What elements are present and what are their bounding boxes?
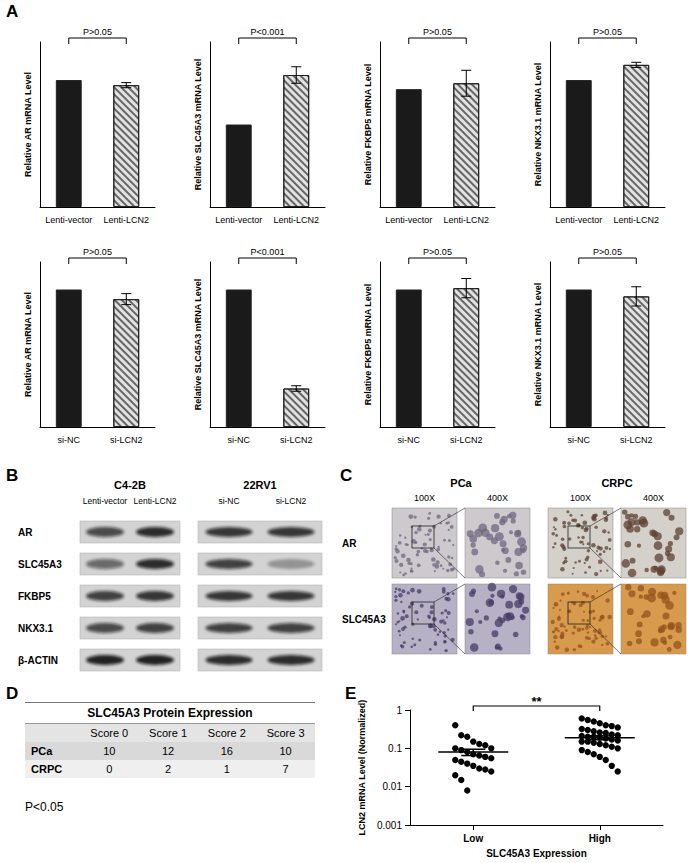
- svg-text:si-NC: si-NC: [58, 435, 81, 445]
- svg-text:PCa: PCa: [450, 477, 472, 489]
- svg-text:P>0.05: P>0.05: [593, 27, 622, 37]
- svg-text:Relative AR mRNA Level: Relative AR mRNA Level: [23, 292, 33, 397]
- svg-text:Lenti-LCN2: Lenti-LCN2: [443, 215, 489, 225]
- html-text:B: B: [6, 466, 19, 485]
- svg-text:Relative FKBP5 mRNA Level: Relative FKBP5 mRNA Level: [363, 64, 373, 186]
- html-text:16: 16: [220, 745, 233, 757]
- svg-text:si-NC: si-NC: [218, 496, 239, 506]
- svg-text:si-LCN2: si-LCN2: [450, 435, 483, 445]
- svg-text:Lenti-LCN2: Lenti-LCN2: [273, 215, 319, 225]
- svg-text:Lenti-vector: Lenti-vector: [83, 496, 128, 506]
- html-text:10: 10: [279, 745, 292, 757]
- svg-text:Relative NKX3.1 mRNA Level: Relative NKX3.1 mRNA Level: [533, 63, 543, 187]
- svg-text:si-LCN2: si-LCN2: [110, 435, 143, 445]
- html-text:10: 10: [103, 745, 116, 757]
- svg-text:**: **: [531, 694, 542, 709]
- svg-text:Lenti-LCN2: Lenti-LCN2: [134, 496, 177, 506]
- html-text:12: 12: [161, 745, 175, 757]
- svg-text:400X: 400X: [643, 493, 664, 503]
- svg-text:P>0.05: P>0.05: [593, 247, 622, 257]
- svg-text:Lenti-LCN2: Lenti-LCN2: [103, 215, 149, 225]
- svg-text:SLC45A3: SLC45A3: [18, 559, 62, 570]
- html-text:Score 0: Score 0: [90, 727, 129, 739]
- svg-text:Lenti-vector: Lenti-vector: [45, 215, 92, 225]
- svg-text:CRPC: CRPC: [601, 477, 632, 489]
- svg-text:Relative SLC45A3 mRNA Level: Relative SLC45A3 mRNA Level: [193, 279, 203, 411]
- svg-text:Lenti-vector: Lenti-vector: [385, 215, 432, 225]
- html-text:SLC45A3 Protein Expression: SLC45A3 Protein Expression: [87, 706, 253, 720]
- svg-text:P>0.05: P>0.05: [423, 247, 452, 257]
- svg-text:si-NC: si-NC: [228, 435, 251, 445]
- svg-text:Lenti-vector: Lenti-vector: [555, 215, 602, 225]
- svg-text:Low: Low: [463, 833, 483, 844]
- svg-text:0.001: 0.001: [377, 820, 402, 831]
- svg-text:Relative SLC45A3 mRNA Level: Relative SLC45A3 mRNA Level: [193, 59, 203, 191]
- html-text:2: 2: [165, 763, 172, 775]
- svg-text:High: High: [589, 833, 611, 844]
- html-text:CRPC: CRPC: [31, 763, 63, 775]
- svg-text:FKBP5: FKBP5: [18, 591, 51, 602]
- html-text:C: C: [340, 466, 353, 485]
- svg-text:0.01: 0.01: [383, 781, 403, 792]
- svg-text:si-NC: si-NC: [568, 435, 591, 445]
- svg-text:P<0.001: P<0.001: [251, 247, 285, 257]
- svg-text:SLC45A3: SLC45A3: [342, 614, 386, 625]
- svg-text:si-LCN2: si-LCN2: [280, 435, 313, 445]
- svg-text:si-LCN2: si-LCN2: [620, 435, 653, 445]
- svg-text:si-NC: si-NC: [398, 435, 421, 445]
- svg-text:Relative AR mRNA Level: Relative AR mRNA Level: [23, 72, 33, 177]
- svg-text:100X: 100X: [414, 493, 435, 503]
- svg-text:AR: AR: [342, 538, 357, 549]
- svg-text:AR: AR: [18, 527, 33, 538]
- svg-text:P>0.05: P>0.05: [83, 27, 112, 37]
- html-text:P<0.05: P<0.05: [25, 800, 64, 814]
- svg-text:22RV1: 22RV1: [243, 479, 276, 491]
- svg-text:β-ACTIN: β-ACTIN: [18, 655, 58, 666]
- svg-text:400X: 400X: [487, 493, 508, 503]
- html-text:0: 0: [106, 763, 113, 775]
- html-text:1: 1: [223, 763, 230, 775]
- html-text:Score 2: Score 2: [207, 727, 246, 739]
- html-text:D: D: [6, 684, 19, 703]
- html-text:E: E: [345, 684, 357, 703]
- html-text:7: 7: [282, 763, 289, 775]
- svg-text:Relative NKX3.1 mRNA Level: Relative NKX3.1 mRNA Level: [533, 283, 543, 407]
- svg-text:LCN2 mRNA Level (Normalized): LCN2 mRNA Level (Normalized): [357, 700, 367, 836]
- html-text:PCa: PCa: [31, 745, 53, 757]
- html-text:A: A: [6, 2, 19, 21]
- svg-text:1: 1: [396, 705, 402, 716]
- svg-text:P>0.05: P>0.05: [423, 27, 452, 37]
- svg-text:P<0.001: P<0.001: [251, 27, 285, 37]
- svg-text:SLC45A3 Expression: SLC45A3 Expression: [486, 848, 587, 859]
- svg-text:NKX3.1: NKX3.1: [18, 623, 53, 634]
- svg-text:C4-2B: C4-2B: [114, 479, 146, 491]
- svg-text:Lenti-LCN2: Lenti-LCN2: [613, 215, 659, 225]
- svg-text:Relative FKBP5 mRNA Level: Relative FKBP5 mRNA Level: [363, 284, 373, 406]
- svg-text:Lenti-vector: Lenti-vector: [215, 215, 262, 225]
- html-text:Score 3: Score 3: [266, 727, 305, 739]
- svg-text:0.1: 0.1: [388, 743, 402, 754]
- html-text:Score 1: Score 1: [149, 727, 187, 739]
- svg-text:100X: 100X: [570, 493, 591, 503]
- svg-text:si-LCN2: si-LCN2: [276, 496, 307, 506]
- svg-text:P>0.05: P>0.05: [83, 247, 112, 257]
